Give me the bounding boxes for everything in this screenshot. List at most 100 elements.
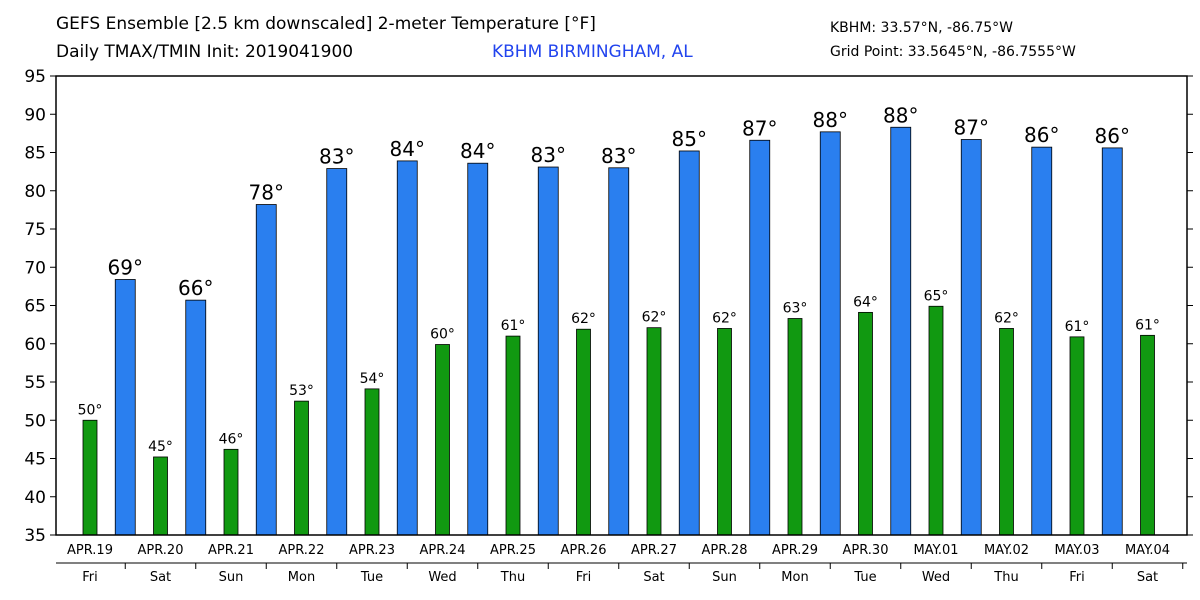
tmin-value-label: 61° bbox=[1065, 319, 1090, 335]
x-date-label: APR.26 bbox=[561, 543, 607, 558]
x-date-label: APR.24 bbox=[420, 543, 466, 558]
tmax-bar-APR.24 bbox=[467, 162, 489, 536]
tmin-bar-APR.28 bbox=[717, 328, 732, 536]
x-day-label: Mon bbox=[781, 570, 808, 585]
x-day-label: Sat bbox=[643, 570, 664, 585]
tmax-bar-APR.20 bbox=[185, 299, 207, 536]
x-day-label: Sat bbox=[150, 570, 171, 585]
tmax-value-label: 87° bbox=[742, 116, 777, 140]
x-day-label: Thu bbox=[500, 570, 525, 585]
x-date-label: APR.23 bbox=[349, 543, 395, 558]
location-label: KBHM BIRMINGHAM, AL bbox=[492, 42, 693, 62]
tmin-value-label: 62° bbox=[571, 311, 596, 327]
tmin-value-label: 65° bbox=[924, 288, 949, 304]
x-date-label: APR.22 bbox=[279, 543, 325, 558]
x-date-label: APR.25 bbox=[490, 543, 536, 558]
tmin-value-label: 62° bbox=[712, 310, 737, 326]
y-tick-label: 60 bbox=[24, 335, 46, 355]
tmax-bar-APR.29 bbox=[819, 131, 841, 536]
y-tick-label: 50 bbox=[24, 411, 46, 431]
x-day-label: Wed bbox=[428, 570, 456, 585]
y-tick-label: 55 bbox=[24, 373, 46, 393]
tmin-value-label: 62° bbox=[642, 310, 667, 326]
tmin-value-label: 61° bbox=[1135, 317, 1160, 333]
tmax-value-label: 83° bbox=[319, 145, 354, 169]
tmin-bar-APR.25 bbox=[505, 335, 521, 536]
x-date-label: APR.20 bbox=[138, 543, 184, 558]
x-day-label: Fri bbox=[1069, 570, 1085, 585]
x-date-label: MAY.04 bbox=[1125, 543, 1170, 558]
x-date-label: MAY.03 bbox=[1054, 543, 1099, 558]
tmin-bar-MAY.04 bbox=[1140, 334, 1155, 536]
tmax-bar-APR.21 bbox=[255, 204, 277, 536]
tmax-bar-APR.22 bbox=[326, 168, 348, 536]
tmax-bar-APR.26 bbox=[608, 167, 630, 536]
tmin-bar-APR.20 bbox=[153, 456, 168, 536]
plot-frame bbox=[55, 75, 1188, 536]
tmax-bar-APR.23 bbox=[396, 160, 418, 536]
x-date-label: APR.19 bbox=[67, 543, 113, 558]
chart-title: GEFS Ensemble [2.5 km downscaled] 2-mete… bbox=[56, 14, 596, 34]
tmin-bar-MAY.01 bbox=[928, 305, 944, 536]
x-date-label: APR.28 bbox=[702, 543, 748, 558]
y-tick-label: 40 bbox=[24, 488, 46, 508]
tmax-bar-APR.28 bbox=[749, 139, 771, 536]
tmin-value-label: 62° bbox=[994, 310, 1019, 326]
tmin-value-label: 60° bbox=[430, 327, 455, 343]
tmin-value-label: 61° bbox=[501, 318, 526, 334]
tmax-value-label: 87° bbox=[954, 115, 989, 139]
x-day-label: Mon bbox=[288, 570, 315, 585]
tmin-bar-APR.22 bbox=[294, 400, 309, 536]
tmin-bar-APR.27 bbox=[646, 327, 662, 536]
x-day-label: Sat bbox=[1137, 570, 1158, 585]
x-date-label: APR.21 bbox=[208, 543, 254, 558]
tmin-bar-APR.23 bbox=[364, 388, 380, 536]
x-date-label: APR.29 bbox=[772, 543, 818, 558]
tmax-bar-MAY.02 bbox=[1031, 146, 1053, 536]
station-coordinates: KBHM: 33.57°N, -86.75°W bbox=[830, 20, 1013, 36]
tmin-bar-APR.29 bbox=[787, 318, 803, 536]
tmin-bar-MAY.02 bbox=[999, 328, 1014, 536]
tmin-value-label: 45° bbox=[148, 439, 173, 455]
x-date-label: APR.27 bbox=[631, 543, 677, 558]
tmax-value-label: 78° bbox=[249, 181, 284, 205]
y-tick-label: 90 bbox=[24, 105, 46, 125]
tmax-bar-MAY.03 bbox=[1101, 147, 1123, 536]
grid-point-coordinates: Grid Point: 33.5645°N, -86.7555°W bbox=[830, 44, 1076, 60]
bar-value-labels: 50° 45° 46° 53° 54° 60° 61° 62° 62° 62° 63° 64° 65° 6… bbox=[78, 103, 1160, 455]
tmax-value-label: 69° bbox=[108, 255, 143, 279]
tmin-value-label: 63° bbox=[783, 301, 808, 317]
y-tick-label: 75 bbox=[24, 220, 46, 240]
y-axis: 35 40 45 50 55 60 65 70 75 80 85 90 95 bbox=[24, 67, 1193, 546]
tmax-value-label: 88° bbox=[883, 103, 918, 127]
tmax-bar-APR.30 bbox=[890, 126, 912, 536]
tmin-bar-APR.24 bbox=[435, 344, 450, 536]
chart-subtitle: Daily TMAX/TMIN Init: 2019041900 bbox=[56, 42, 354, 62]
tmin-bar-APR.26 bbox=[576, 328, 591, 536]
tmin-value-label: 46° bbox=[219, 431, 244, 447]
x-date-label: MAY.01 bbox=[913, 543, 958, 558]
x-day-label: Thu bbox=[993, 570, 1018, 585]
x-day-label: Tue bbox=[853, 570, 876, 585]
tmax-value-label: 86° bbox=[1095, 124, 1130, 148]
x-date-label: MAY.02 bbox=[984, 543, 1029, 558]
tmax-bar-APR.27 bbox=[678, 150, 700, 536]
tmin-value-label: 53° bbox=[289, 383, 314, 399]
tmin-bar-APR.19 bbox=[82, 419, 98, 536]
x-day-label: Tue bbox=[360, 570, 383, 585]
y-tick-label: 70 bbox=[24, 258, 46, 278]
y-tick-label: 80 bbox=[24, 182, 46, 202]
tmin-value-label: 64° bbox=[853, 294, 878, 310]
tmin-bar-APR.21 bbox=[223, 448, 239, 536]
tmax-value-label: 66° bbox=[178, 276, 213, 300]
tmax-value-label: 83° bbox=[601, 144, 636, 168]
tmax-value-label: 83° bbox=[531, 143, 566, 167]
tmax-value-label: 84° bbox=[390, 137, 425, 161]
tmax-bar-APR.25 bbox=[537, 166, 559, 536]
y-tick-label: 35 bbox=[24, 526, 46, 546]
tmax-bar-APR.19 bbox=[114, 279, 136, 536]
x-day-label: Wed bbox=[922, 570, 950, 585]
x-date-label: APR.30 bbox=[843, 543, 889, 558]
y-tick-label: 65 bbox=[24, 297, 46, 317]
